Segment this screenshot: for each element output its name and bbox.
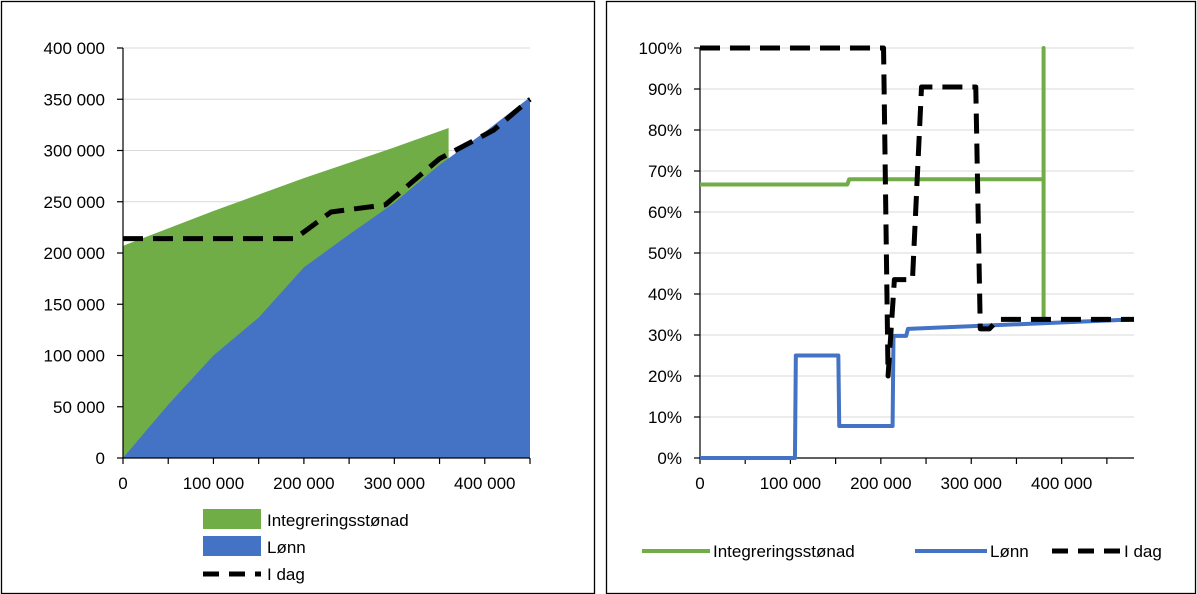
y-tick-label: 300 000 [44,142,105,161]
legend-l-nn-label: Lønn [990,542,1029,561]
chart-panel-2: 0% 10% 20% 30% 40% 50% 60% 70% 80% 90% 100% 0 100 00… [605,0,1197,594]
legend-i-dag-label: I dag [1124,542,1162,561]
legend: Integreringsstønad Lønn I dag [203,509,409,584]
x-tick-label: 0 [695,474,704,493]
x-tick-label: 400 000 [454,474,515,493]
x-tick-label: 100 000 [760,474,821,493]
legend-integreringsst-nad-label: Integreringsstønad [267,511,409,530]
y-tick-label: 250 000 [44,193,105,212]
legend-l-nn-swatch [203,536,261,556]
y-tick-label: 10% [648,408,682,427]
y-tick-label: 50% [648,244,682,263]
y-tick-label: 0% [657,449,682,468]
y-tick-label: 80% [648,121,682,140]
legend-integreringsst-nad-label: Integreringsstønad [713,542,855,561]
y-tick-label: 50 000 [53,398,105,417]
x-tick-label: 300 000 [941,474,1002,493]
series-l-nn-line [700,317,1135,460]
panel-frame [605,0,1197,594]
y-tick-label: 400 000 [44,39,105,58]
y-tick-label: 100 000 [44,347,105,366]
legend-l-nn-label: Lønn [267,538,306,557]
series-l-nn-area [123,97,530,458]
x-tick-label: 100 000 [183,474,244,493]
y-tick-label: 40% [648,285,682,304]
x-tick-label: 400 000 [1031,474,1092,493]
y-tick-label: 70% [648,162,682,181]
legend: Integreringsstønad Lønn I dag [642,542,1162,561]
legend-integreringsst-nad-swatch [203,509,261,529]
y-tick-label: 150 000 [44,295,105,314]
y-tick-label: 60% [648,203,682,222]
y-tick-label: 100% [639,39,682,58]
y-tick-label: 30% [648,326,682,345]
x-tick-label: 0 [118,474,127,493]
x-tick-label: 200 000 [850,474,911,493]
series-i-dag-line [123,97,532,242]
chart-panel-1: 0 50 000 100 000 150 000 200 000 250 000 300 0… [0,0,596,594]
legend-i-dag-label: I dag [267,565,305,584]
y-tick-label: 200 000 [44,244,105,263]
x-tick-label: 300 000 [364,474,425,493]
series-i-dag-line [700,45,1134,379]
x-tick-label: 200 000 [273,474,334,493]
series-integreringsst-nad-line [700,46,1046,320]
y-tick-label: 0 [96,449,105,468]
y-tick-label: 20% [648,367,682,386]
y-tick-label: 90% [648,80,682,99]
y-tick-label: 350 000 [44,90,105,109]
